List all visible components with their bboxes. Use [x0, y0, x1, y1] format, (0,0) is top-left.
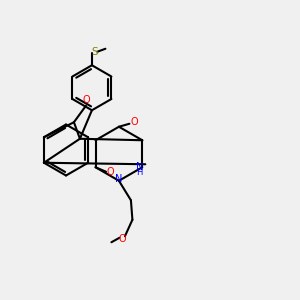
Text: O: O [118, 234, 126, 244]
Text: H: H [136, 168, 142, 177]
Text: O: O [82, 95, 90, 105]
Text: N: N [136, 162, 143, 172]
Text: S: S [92, 47, 98, 57]
Text: O: O [130, 117, 138, 127]
Text: O: O [107, 167, 114, 177]
Text: N: N [115, 174, 123, 184]
